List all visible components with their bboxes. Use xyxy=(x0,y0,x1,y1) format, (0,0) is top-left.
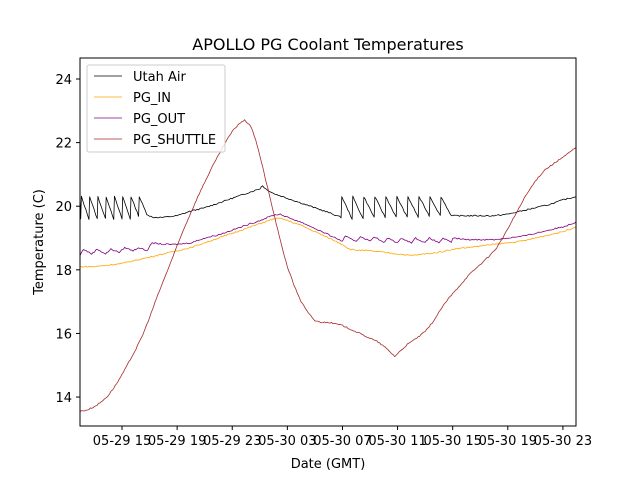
legend-box xyxy=(86,64,226,153)
y-axis-ticks: 14 16 18 20 22 24 xyxy=(55,73,80,406)
y-tick-label: 20 xyxy=(55,200,72,215)
series-line-pg-out xyxy=(80,213,576,256)
legend-label: PG_OUT xyxy=(133,112,185,127)
y-tick-label: 22 xyxy=(55,137,72,152)
x-tick-label: 05-30 11 xyxy=(368,434,426,449)
axes-frame xyxy=(79,57,577,427)
y-tick-label: 24 xyxy=(55,73,72,88)
series-line-pg-shuttle xyxy=(80,119,576,412)
legend-label: Utah Air xyxy=(133,70,186,85)
x-tick-label: 05-30 23 xyxy=(534,434,592,449)
chart-title: APOLLO PG Coolant Temperatures xyxy=(192,35,463,54)
y-axis-label: Temperature (C) xyxy=(32,189,47,296)
x-tick-label: 05-30 19 xyxy=(479,434,537,449)
legend: Utah Air PG_IN PG_OUT PG_SHUTTLE xyxy=(86,64,226,153)
plot-lines xyxy=(80,119,576,412)
x-axis-label: Date (GMT) xyxy=(291,457,366,472)
y-tick-label: 14 xyxy=(55,391,72,406)
series-line-pg-in xyxy=(80,217,576,268)
x-tick-label: 05-30 03 xyxy=(258,434,316,449)
x-tick-label: 05-30 15 xyxy=(423,434,481,449)
legend-label: PG_SHUTTLE xyxy=(133,133,216,148)
x-tick-label: 05-29 15 xyxy=(93,434,151,449)
x-tick-label: 05-30 07 xyxy=(313,434,371,449)
x-tick-label: 05-29 19 xyxy=(148,434,206,449)
y-tick-label: 18 xyxy=(55,264,72,279)
y-tick-label: 16 xyxy=(55,327,72,342)
series-line-utah-air xyxy=(80,185,576,220)
x-tick-label: 05-29 23 xyxy=(203,434,261,449)
legend-label: PG_IN xyxy=(133,91,171,106)
